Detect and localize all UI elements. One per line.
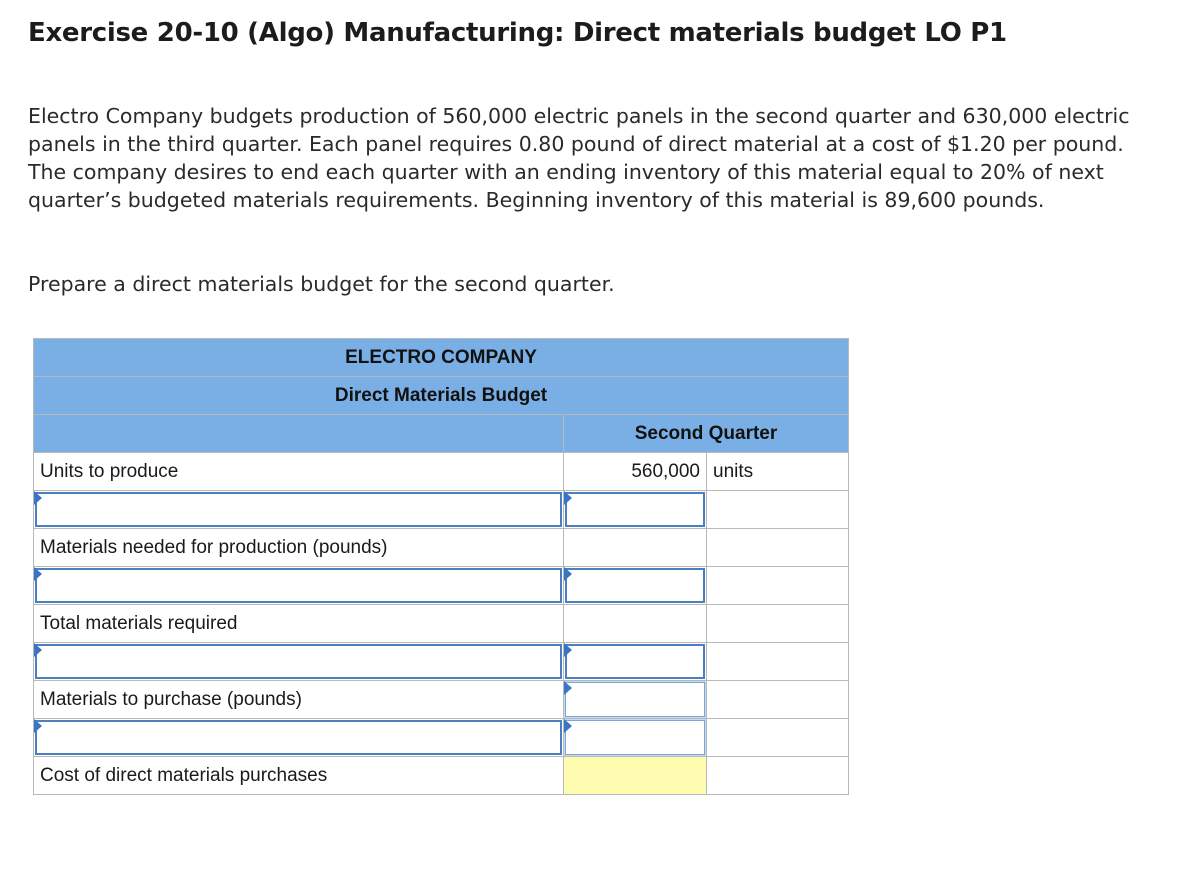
- table-row: Cost of direct materials purchases: [33, 756, 850, 795]
- units-to-produce-value: 560,000: [563, 452, 707, 491]
- column-header-second-quarter: Second Quarter: [562, 414, 850, 453]
- amount-input-1[interactable]: [563, 490, 707, 529]
- amount-input-box[interactable]: [564, 681, 706, 718]
- dropdown-marker-icon: [564, 643, 572, 657]
- amount-input-box[interactable]: [564, 719, 706, 756]
- problem-text: Electro Company budgets production of 56…: [28, 104, 1130, 212]
- cost-of-purchases-label: Cost of direct materials purchases: [33, 756, 564, 795]
- label-dropdown-box[interactable]: [35, 492, 562, 527]
- materials-to-purchase-label: Materials to purchase (pounds): [33, 680, 564, 719]
- table-row: Units to produce 560,000 units: [33, 452, 850, 491]
- dropdown-marker-icon: [564, 491, 572, 505]
- budget-title: Direct Materials Budget: [32, 376, 850, 415]
- amount-input-box[interactable]: [565, 568, 705, 603]
- dropdown-marker-icon: [34, 719, 42, 733]
- table-row: [33, 566, 850, 605]
- instruction-text: Prepare a direct materials budget for th…: [28, 272, 615, 296]
- label-dropdown-box[interactable]: [35, 568, 562, 603]
- cost-of-purchases-value-cell[interactable]: [563, 756, 707, 795]
- table-row: [33, 490, 850, 529]
- total-materials-value-cell: [563, 604, 707, 643]
- empty-cell: [705, 718, 850, 757]
- label-dropdown-1[interactable]: [33, 490, 564, 529]
- budget-title-row: Direct Materials Budget: [32, 376, 850, 415]
- empty-cell: [705, 566, 850, 605]
- empty-cell: [705, 680, 850, 719]
- amount-input-4[interactable]: [563, 718, 707, 757]
- dropdown-marker-icon: [34, 567, 42, 581]
- label-dropdown-4[interactable]: [33, 718, 564, 757]
- units-to-produce-label: Units to produce: [33, 452, 564, 491]
- column-header-row: Second Quarter: [33, 414, 850, 453]
- company-name: ELECTRO COMPANY: [32, 338, 850, 377]
- empty-cell: [705, 604, 850, 643]
- table-row: Total materials required: [33, 604, 850, 643]
- empty-cell: [705, 490, 850, 529]
- label-dropdown-3[interactable]: [33, 642, 564, 681]
- materials-to-purchase-input[interactable]: [563, 680, 707, 719]
- units-unit-label: units: [705, 452, 850, 491]
- table-row: [33, 718, 850, 757]
- table-row: Materials to purchase (pounds): [33, 680, 850, 719]
- dropdown-marker-icon: [34, 643, 42, 657]
- header-blank-cell: [33, 414, 564, 453]
- empty-cell: [705, 642, 850, 681]
- table-row: Materials needed for production (pounds): [33, 528, 850, 567]
- page-title: Exercise 20-10 (Algo) Manufacturing: Dir…: [28, 18, 1007, 48]
- label-dropdown-box[interactable]: [35, 644, 562, 679]
- amount-input-box[interactable]: [565, 492, 705, 527]
- dropdown-marker-icon: [564, 681, 572, 695]
- label-dropdown-2[interactable]: [33, 566, 564, 605]
- amount-input-box[interactable]: [565, 644, 705, 679]
- amount-input-3[interactable]: [563, 642, 707, 681]
- direct-materials-budget-table: ELECTRO COMPANY Direct Materials Budget …: [32, 338, 850, 795]
- empty-cell: [705, 756, 850, 795]
- dropdown-marker-icon: [34, 491, 42, 505]
- amount-input-2[interactable]: [563, 566, 707, 605]
- empty-cell: [705, 528, 850, 567]
- materials-needed-value-cell: [563, 528, 707, 567]
- total-materials-required-label: Total materials required: [33, 604, 564, 643]
- label-dropdown-box[interactable]: [35, 720, 562, 755]
- company-header-row: ELECTRO COMPANY: [32, 338, 850, 377]
- table-row: [33, 642, 850, 681]
- dropdown-marker-icon: [564, 719, 572, 733]
- materials-needed-label: Materials needed for production (pounds): [33, 528, 564, 567]
- dropdown-marker-icon: [564, 567, 572, 581]
